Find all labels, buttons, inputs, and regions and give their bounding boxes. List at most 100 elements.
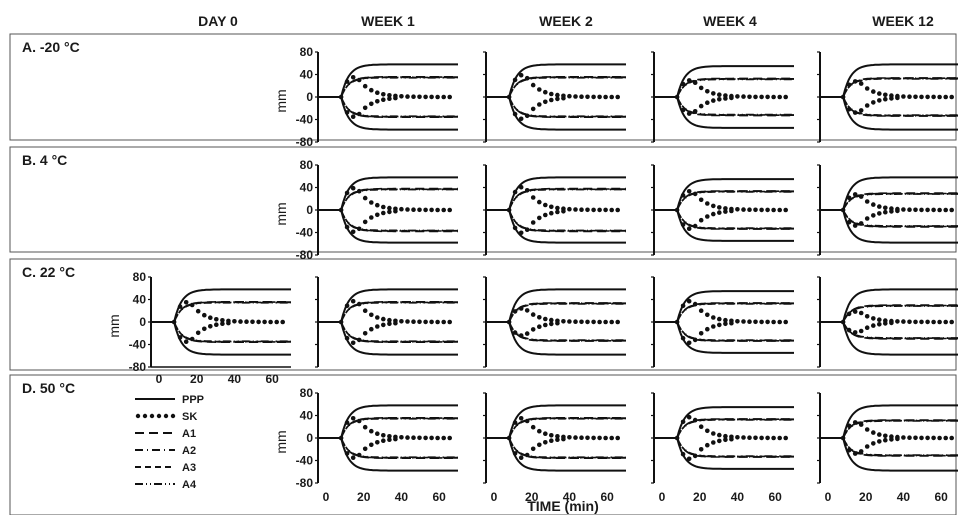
sk-point — [949, 435, 954, 441]
sk-point — [585, 94, 590, 100]
sk-point — [949, 207, 954, 213]
y-tick-label: 40 — [300, 181, 314, 195]
sk-point — [723, 206, 728, 211]
series-a4 — [676, 321, 794, 341]
sk-point — [852, 79, 858, 84]
sk-point — [871, 323, 876, 328]
sk-point — [717, 438, 722, 444]
panel-8: 80 40 0 -40 -80 mm 0 20 40 60 — [106, 270, 291, 386]
sk-point — [381, 210, 386, 216]
sk-point — [680, 193, 686, 198]
sk-point — [350, 298, 356, 304]
sk-point — [561, 95, 566, 101]
sk-point — [943, 435, 948, 441]
sk-point — [705, 89, 710, 94]
sk-point — [220, 318, 225, 323]
legend-label: A1 — [182, 428, 196, 440]
panel-13: 80 40 0 -40 -80 mm 0 20 40 60 — [273, 386, 458, 504]
sk-point — [901, 319, 906, 324]
sk-point — [579, 207, 584, 212]
row-border — [9, 374, 957, 515]
series-ppp — [676, 406, 794, 439]
sk-point — [609, 94, 614, 100]
sk-point — [573, 319, 578, 325]
sk-point — [537, 428, 542, 434]
sk-point — [680, 303, 686, 309]
sk-point — [561, 436, 566, 442]
sk-point — [579, 435, 584, 441]
sk-point — [692, 453, 698, 459]
sk-point — [423, 319, 428, 325]
sk-point — [871, 441, 876, 446]
sk-point — [338, 94, 344, 100]
sk-point — [937, 94, 942, 100]
panel-1 — [483, 51, 626, 143]
sk-point — [674, 319, 680, 325]
sk-point — [381, 92, 386, 97]
sk-point — [765, 435, 770, 441]
sk-point — [883, 209, 888, 215]
sk-point — [537, 199, 542, 205]
series-a2 — [508, 76, 626, 98]
x-tick-label: 40 — [563, 490, 577, 504]
sk-point — [692, 337, 698, 343]
sk-point — [597, 94, 602, 100]
sk-point — [585, 319, 590, 325]
sk-point — [375, 324, 380, 329]
sk-point — [573, 435, 578, 440]
sk-point — [369, 442, 374, 448]
sk-point — [777, 94, 782, 100]
panel-11 — [651, 276, 794, 368]
y-tick-label: -40 — [296, 454, 314, 468]
sk-point — [375, 440, 380, 445]
sk-point — [692, 80, 698, 85]
sk-point — [717, 205, 722, 210]
sk-point — [399, 94, 404, 99]
sk-point — [895, 208, 900, 214]
sk-point — [369, 101, 374, 107]
sk-point — [344, 190, 350, 196]
sk-point — [524, 308, 530, 313]
sk-point — [840, 435, 846, 441]
sk-point — [686, 189, 692, 194]
series-a4 — [508, 96, 626, 117]
row-label: C. 22 °C — [22, 264, 75, 280]
sk-point — [350, 416, 356, 421]
sk-point — [711, 203, 716, 209]
sk-point — [698, 447, 704, 452]
sk-point — [852, 309, 858, 314]
sk-point — [405, 207, 410, 212]
panel-16: 0 20 40 60 — [817, 392, 958, 504]
sk-point — [674, 435, 680, 441]
series-ppp — [340, 321, 458, 356]
sk-point — [518, 184, 524, 190]
row-border — [9, 146, 957, 253]
sk-point — [753, 94, 758, 100]
series-a2 — [508, 96, 626, 118]
sk-point — [411, 94, 416, 99]
sk-point — [852, 110, 858, 115]
series-ppp — [842, 96, 958, 131]
series-sk — [840, 309, 954, 335]
sk-point — [680, 81, 686, 87]
sk-point — [435, 319, 440, 325]
series-ppp — [340, 404, 458, 439]
sk-point — [705, 312, 710, 318]
sk-point — [698, 424, 704, 430]
series-a2 — [340, 301, 458, 323]
series-ppp — [676, 65, 794, 98]
panel-5 — [483, 164, 626, 256]
y-tick-label: 40 — [300, 68, 314, 82]
sk-point — [674, 94, 680, 100]
sk-point — [680, 222, 686, 227]
sk-point — [350, 75, 356, 80]
sk-point — [907, 319, 912, 325]
sk-point — [530, 195, 536, 200]
x-tick-label: 20 — [693, 490, 707, 504]
sk-point — [585, 207, 590, 213]
sk-point — [429, 319, 434, 325]
series-ppp — [340, 437, 458, 472]
x-tick-label: 40 — [731, 490, 745, 504]
sk-point — [362, 446, 368, 452]
sk-point — [705, 442, 710, 448]
